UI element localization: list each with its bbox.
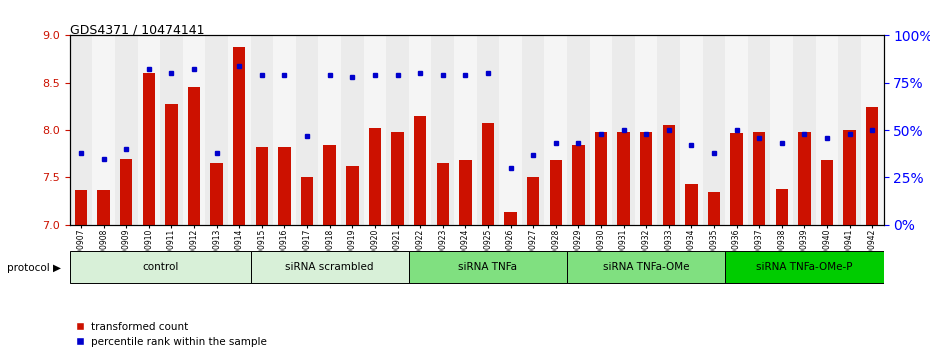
Bar [685,184,698,225]
Bar [522,35,544,225]
Bar [341,35,364,225]
Bar [386,35,409,225]
Bar [748,35,770,225]
Bar [680,35,703,225]
Bar [318,35,341,225]
Text: control: control [142,262,179,272]
Bar [770,35,793,225]
Bar [364,35,386,225]
Bar [612,35,635,225]
Bar [567,35,590,225]
Bar [658,35,680,225]
Bar [273,35,296,225]
Bar [228,35,250,225]
Bar [838,35,861,225]
Bar [640,132,652,225]
Bar [572,145,585,225]
Bar [206,35,228,225]
Bar [821,160,833,225]
Bar [233,47,246,225]
Bar [409,35,432,225]
Bar [392,132,404,225]
Text: protocol ▶: protocol ▶ [7,263,61,273]
Bar [816,35,838,225]
Bar [166,104,178,225]
Bar [324,145,336,225]
Bar [635,35,658,225]
Bar [527,177,539,225]
Bar [138,35,160,225]
Bar [278,147,291,225]
Text: siRNA TNFa: siRNA TNFa [458,262,517,272]
Bar [432,35,454,225]
Bar [482,124,494,225]
Bar [92,35,115,225]
Bar [296,35,318,225]
Text: siRNA scrambled: siRNA scrambled [286,262,374,272]
Bar [703,35,725,225]
Text: GDS4371 / 10474141: GDS4371 / 10474141 [70,23,205,36]
Bar [793,35,816,225]
Bar [70,251,250,283]
Bar [550,160,562,225]
Bar [504,212,517,225]
Bar [662,125,675,225]
Bar [414,116,426,225]
Bar [256,147,268,225]
Bar [844,130,856,225]
Bar [74,190,87,225]
Bar [499,35,522,225]
Bar [188,87,200,225]
Bar [183,35,206,225]
Bar [120,159,132,225]
Bar [776,189,788,225]
Bar [210,163,223,225]
Bar [250,35,273,225]
Bar [708,192,720,225]
Bar [160,35,183,225]
Bar [567,251,725,283]
Bar [454,35,476,225]
Bar [866,107,879,225]
Bar [142,73,155,225]
Bar [798,132,811,225]
Bar [436,163,449,225]
Bar [725,35,748,225]
Bar [594,132,607,225]
Bar [70,35,92,225]
Bar [98,190,110,225]
Bar [250,251,409,283]
Bar [753,132,765,225]
Bar [730,133,743,225]
Legend: transformed count, percentile rank within the sample: transformed count, percentile rank withi… [75,322,267,347]
Bar [725,251,883,283]
Bar [346,166,359,225]
Bar [301,177,313,225]
Bar [476,35,499,225]
Bar [544,35,567,225]
Bar [115,35,138,225]
Bar [618,132,630,225]
Text: siRNA TNFa-OMe-P: siRNA TNFa-OMe-P [756,262,853,272]
Text: siRNA TNFa-OMe: siRNA TNFa-OMe [603,262,689,272]
Bar [409,251,567,283]
Bar [861,35,884,225]
Bar [368,128,381,225]
Bar [590,35,612,225]
Bar [459,160,472,225]
